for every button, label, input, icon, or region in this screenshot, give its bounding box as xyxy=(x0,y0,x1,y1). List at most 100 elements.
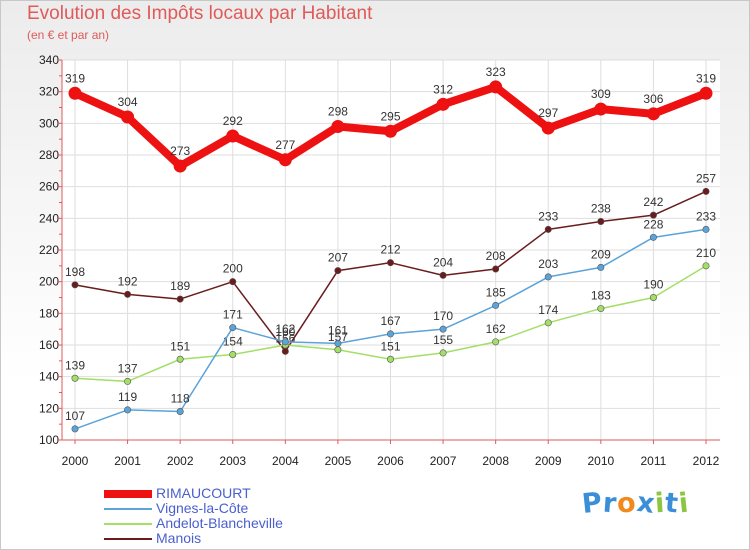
data-point xyxy=(386,355,394,363)
data-label: 139 xyxy=(65,358,85,372)
y-tick-label: 220 xyxy=(39,243,59,257)
data-point xyxy=(649,233,657,241)
data-point xyxy=(544,273,552,281)
data-point xyxy=(331,120,345,133)
data-label: 137 xyxy=(118,361,138,375)
data-label: 198 xyxy=(65,265,85,279)
chart-subtitle: (en € et par an) xyxy=(27,28,110,42)
legend-item-andelot-blancheville: Andelot-Blancheville xyxy=(104,516,283,531)
data-point xyxy=(176,295,184,303)
data-label: 204 xyxy=(433,255,453,269)
data-label: 304 xyxy=(118,95,138,109)
data-point xyxy=(334,346,342,354)
data-point xyxy=(124,406,132,414)
data-label: 190 xyxy=(643,278,663,292)
data-label: 242 xyxy=(643,195,663,209)
data-label: 183 xyxy=(591,289,611,303)
data-point xyxy=(281,347,289,355)
data-point xyxy=(439,349,447,357)
data-label: 312 xyxy=(433,82,453,96)
data-point xyxy=(597,305,605,313)
legend-label: Andelot-Blancheville xyxy=(156,515,283,531)
data-label: 209 xyxy=(591,247,611,261)
data-label: 233 xyxy=(538,209,558,223)
data-label: 208 xyxy=(486,249,506,263)
x-tick-label: 2009 xyxy=(535,454,562,468)
data-point xyxy=(229,278,237,286)
data-label: 277 xyxy=(275,138,295,152)
x-tick-label: 2004 xyxy=(272,454,299,468)
chart-title: Evolution des Impôts locaux par Habitant xyxy=(27,3,373,24)
legend-item-vignes-la-cote: Vignes-la-Côte xyxy=(104,501,283,516)
legend-swatch xyxy=(104,489,152,498)
y-tick-label: 100 xyxy=(39,433,59,447)
data-label: 298 xyxy=(328,105,348,119)
x-tick-label: 2010 xyxy=(587,454,614,468)
data-point xyxy=(541,121,555,135)
data-label: 170 xyxy=(433,309,453,323)
data-label: 200 xyxy=(223,262,243,276)
x-tick-label: 2008 xyxy=(482,454,509,468)
legend-swatch xyxy=(104,537,152,540)
data-label: 162 xyxy=(486,322,506,336)
legend-label: Manois xyxy=(156,530,202,546)
series-rimaucourt: 319 304 273 292 277 298 295 312 323 297 309 306 319 xyxy=(65,65,716,173)
data-label: 210 xyxy=(696,246,716,260)
data-label: 273 xyxy=(170,144,190,158)
x-tick-label: 2000 xyxy=(62,454,89,468)
data-point xyxy=(229,350,237,358)
data-point xyxy=(492,301,500,309)
data-label: 119 xyxy=(118,390,137,404)
data-point xyxy=(68,86,82,100)
data-label: 192 xyxy=(118,274,138,288)
data-point xyxy=(702,187,710,195)
x-tick-label: 2005 xyxy=(325,454,352,468)
data-point xyxy=(594,102,608,116)
data-label: 238 xyxy=(591,202,611,216)
y-tick-label: 300 xyxy=(39,116,59,130)
y-tick-label: 180 xyxy=(39,306,59,320)
data-label: 212 xyxy=(380,243,400,257)
data-point xyxy=(702,225,710,233)
logo-letter: i xyxy=(677,487,692,520)
data-label: 157 xyxy=(328,330,348,344)
x-tick-label: 2007 xyxy=(430,454,457,468)
data-point xyxy=(386,259,394,267)
data-point xyxy=(544,319,552,327)
data-label: 151 xyxy=(380,339,400,353)
x-tick-label: 2011 xyxy=(641,454,667,468)
y-tick-label: 140 xyxy=(39,370,59,384)
x-tick-label: 2001 xyxy=(114,454,141,468)
data-point xyxy=(439,271,447,279)
y-tick-label: 240 xyxy=(39,211,59,225)
y-tick-label: 120 xyxy=(39,401,59,415)
data-label: 323 xyxy=(486,65,506,79)
legend-item-manois: Manois xyxy=(104,531,283,546)
y-tick-label: 160 xyxy=(39,338,59,352)
data-label: 319 xyxy=(696,71,716,85)
data-point xyxy=(646,107,660,121)
logo-letter: P xyxy=(580,486,605,521)
y-tick-label: 340 xyxy=(39,53,59,67)
data-point xyxy=(176,407,184,415)
data-point xyxy=(649,211,657,219)
data-point xyxy=(124,377,132,385)
data-label: 171 xyxy=(223,308,243,322)
data-label: 257 xyxy=(696,171,716,185)
legend-swatch xyxy=(104,507,152,510)
x-tick-label: 2003 xyxy=(219,454,246,468)
data-point xyxy=(699,86,713,100)
data-label: 185 xyxy=(486,285,506,299)
data-point xyxy=(176,355,184,363)
series-andelot-blancheville: 139 137 151 154 160 157 151 155 162 174 183 190 210 xyxy=(65,246,716,385)
y-tick-label: 200 xyxy=(39,275,59,289)
data-label: 161 xyxy=(328,323,348,337)
y-tick-label: 260 xyxy=(39,180,59,194)
series-manois: 198192189200156207212204208233238242257 xyxy=(65,171,716,355)
data-label: 162 xyxy=(275,322,295,336)
data-label: 107 xyxy=(65,409,85,423)
data-label: 306 xyxy=(643,92,663,106)
y-tick-label: 320 xyxy=(39,85,59,99)
data-point xyxy=(173,159,187,173)
data-point xyxy=(492,265,500,273)
